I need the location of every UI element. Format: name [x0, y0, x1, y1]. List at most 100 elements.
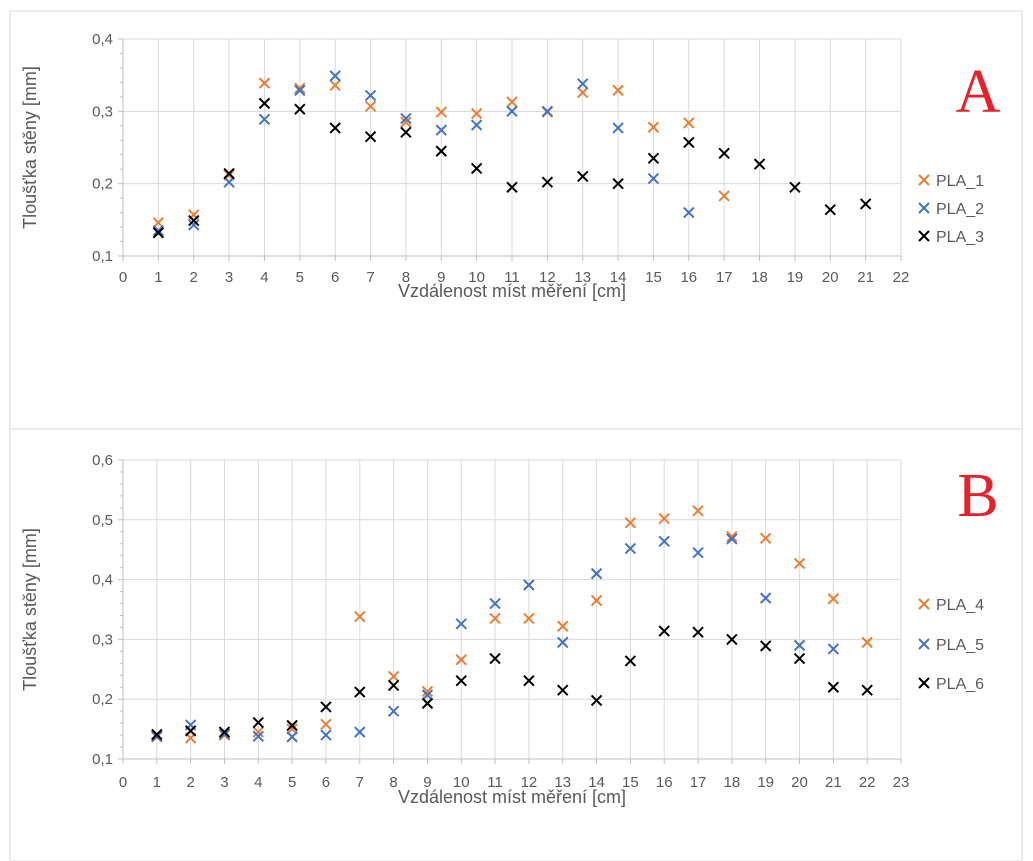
data-point: [455, 674, 467, 687]
data-point-stroke-b: [188, 219, 200, 231]
data-point-stroke-b: [218, 728, 231, 740]
data-point: [658, 625, 670, 637]
data-point: [789, 181, 801, 193]
data-point-stroke-b: [435, 106, 447, 118]
x-tick-label: 21: [857, 269, 874, 286]
data-point: [152, 227, 165, 239]
data-point: [329, 70, 341, 82]
data-point-stroke-b: [692, 626, 704, 638]
data-point: [612, 122, 624, 134]
x-tick-label: 10: [453, 774, 470, 791]
data-point: [329, 122, 341, 134]
data-point: [861, 636, 873, 649]
x-tick-label: 17: [716, 269, 733, 286]
data-point-stroke-b: [354, 610, 366, 623]
data-point-stroke-b: [470, 119, 483, 131]
data-point-stroke-b: [726, 530, 738, 543]
data-point: [557, 636, 569, 649]
data-point: [759, 640, 772, 652]
y-tick-label: 0,4: [92, 572, 113, 589]
data-point: [435, 124, 447, 136]
x-tick-label: 6: [331, 269, 339, 286]
legend-marker: [918, 677, 930, 689]
data-point-stroke-b: [824, 203, 836, 216]
data-point: [320, 701, 332, 713]
data-point-stroke-b: [718, 190, 730, 202]
x-tick-label: 2: [190, 269, 198, 286]
y-tick-label: 0,3: [92, 631, 113, 648]
x-tick-label: 11: [487, 774, 503, 791]
data-point-stroke-b: [577, 170, 589, 183]
data-point-stroke-b: [789, 181, 801, 193]
x-tick-label: 19: [757, 774, 774, 791]
x-axis-label: Vzdálenost míst měření [cm]: [398, 281, 626, 301]
data-point-stroke-b: [258, 77, 271, 89]
data-point-stroke-b: [258, 97, 271, 110]
data-point: [294, 84, 306, 97]
data-point: [683, 117, 695, 129]
data-point: [364, 130, 377, 143]
panel-letter: A: [956, 58, 1001, 126]
data-point: [223, 167, 235, 180]
data-point: [824, 203, 836, 216]
x-tick-label: 13: [574, 269, 591, 286]
data-point: [861, 684, 873, 696]
data-point: [188, 214, 200, 227]
data-point: [188, 219, 200, 231]
x-tick-label: 1: [153, 774, 161, 791]
data-point-stroke-b: [647, 121, 660, 133]
data-point: [793, 639, 806, 652]
data-point: [489, 597, 501, 610]
x-tick-label: 3: [220, 774, 228, 791]
data-point: [258, 77, 271, 89]
data-point-stroke-b: [692, 546, 704, 559]
data-point-stroke-b: [793, 639, 806, 652]
data-point: [223, 176, 235, 188]
data-point-stroke-b: [286, 719, 298, 732]
data-point: [726, 533, 738, 545]
data-point-stroke-b: [489, 612, 501, 625]
data-point-stroke-b: [435, 124, 447, 136]
data-point: [793, 557, 806, 570]
data-point: [541, 176, 554, 188]
series-pla-5: [151, 533, 840, 743]
x-tick-label: 17: [690, 774, 707, 791]
data-point: [258, 113, 271, 125]
data-point: [557, 684, 569, 696]
data-point: [364, 100, 377, 112]
data-point: [827, 593, 840, 605]
data-point-stroke-b: [859, 198, 872, 210]
data-point-stroke-b: [364, 89, 377, 102]
data-point: [489, 652, 501, 665]
data-point: [759, 532, 772, 545]
data-point: [218, 726, 231, 738]
data-point-stroke-b: [421, 689, 434, 701]
y-tick-label: 0,6: [92, 452, 113, 469]
data-point-stroke-b: [612, 84, 624, 97]
x-tick-label: 22: [859, 774, 876, 791]
data-point-stroke-b: [590, 594, 603, 607]
x-axis-label: Vzdálenost míst měření [cm]: [398, 787, 626, 807]
data-point-stroke-b: [726, 633, 738, 646]
x-tick-label: 10: [468, 269, 485, 286]
data-point: [590, 567, 603, 580]
data-point: [421, 697, 434, 710]
data-point-stroke-b: [329, 79, 341, 92]
data-point-stroke-b: [152, 227, 165, 239]
series-pla-4: [151, 505, 873, 744]
data-point: [827, 681, 840, 693]
data-point: [557, 620, 569, 632]
chart-frame: [9, 428, 1023, 861]
data-point: [624, 655, 637, 667]
data-point-stroke-b: [647, 152, 660, 165]
data-point: [647, 152, 660, 165]
data-point-stroke-b: [523, 674, 535, 687]
data-point: [258, 97, 271, 110]
x-tick-label: 7: [366, 269, 374, 286]
data-point: [612, 84, 624, 97]
data-point-stroke-b: [470, 107, 483, 120]
x-tick-label: 9: [423, 774, 431, 791]
data-point-stroke-b: [364, 130, 377, 143]
data-point-stroke-b: [294, 103, 306, 115]
